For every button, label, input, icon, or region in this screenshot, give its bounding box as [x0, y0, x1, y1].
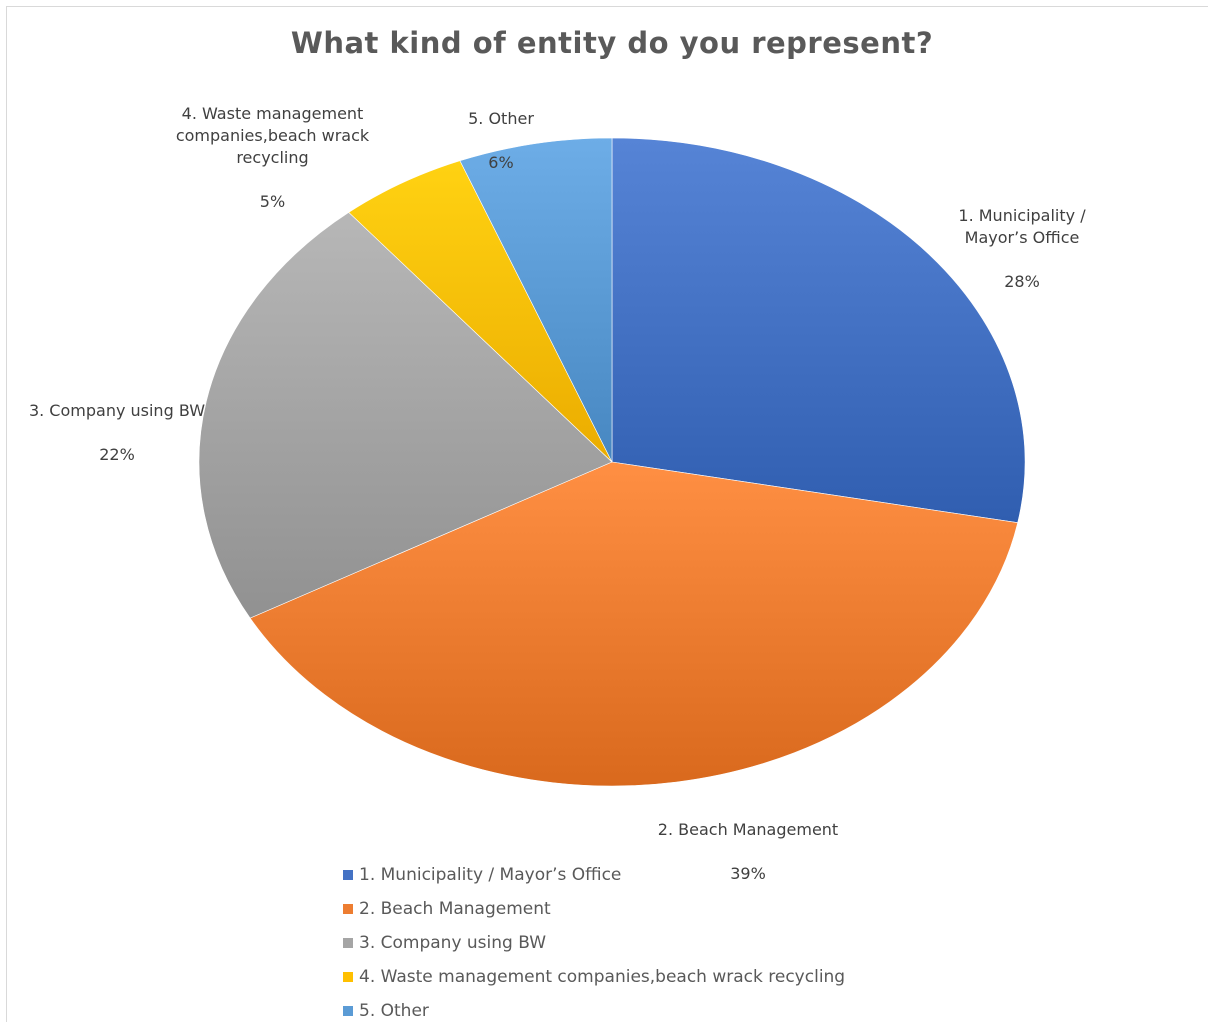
legend-label-beach-management: 2. Beach Management [359, 899, 551, 919]
legend-label-municipality: 1. Municipality / Mayor’s Office [359, 865, 622, 885]
slice-label-company-using-bw: 3. Company using BW 22% [28, 401, 206, 464]
legend-swatch-municipality [343, 870, 353, 880]
chart-title: What kind of entity do you represent? [290, 26, 934, 60]
chart-area [6, 6, 1208, 1022]
slice-label-waste-management: 4. Waste management companies,beach wrac… [175, 104, 370, 211]
legend-item-municipality: 1. Municipality / Mayor’s Office [343, 858, 845, 892]
legend-label-company-using-bw: 3. Company using BW [359, 933, 547, 953]
legend-item-company-using-bw: 3. Company using BW [343, 926, 845, 960]
legend-item-beach-management: 2. Beach Management [343, 892, 845, 926]
legend-item-other: 5. Other [343, 994, 845, 1028]
pie-slice-other [459, 137, 613, 463]
legend-item-waste-management: 4. Waste management companies,beach wrac… [343, 960, 845, 994]
pie-slice-municipality [611, 137, 1026, 524]
chart-legend: 1. Municipality / Mayor’s Office 2. Beac… [343, 858, 845, 1028]
slice-label-municipality: 1. Municipality / Mayor’s Office 28% [958, 206, 1086, 291]
legend-swatch-company-using-bw [343, 938, 353, 948]
legend-swatch-beach-management [343, 904, 353, 914]
legend-label-other: 5. Other [359, 1001, 429, 1021]
slice-label-beach-management: 2. Beach Management 39% [657, 820, 839, 883]
legend-swatch-waste-management [343, 972, 353, 982]
pie-slice-beach-management [249, 461, 1019, 787]
legend-label-waste-management: 4. Waste management companies,beach wrac… [359, 967, 846, 987]
pie-slice-company-using-bw [198, 211, 613, 619]
legend-swatch-other [343, 1006, 353, 1016]
slice-label-other: 5. Other 6% [468, 109, 534, 172]
